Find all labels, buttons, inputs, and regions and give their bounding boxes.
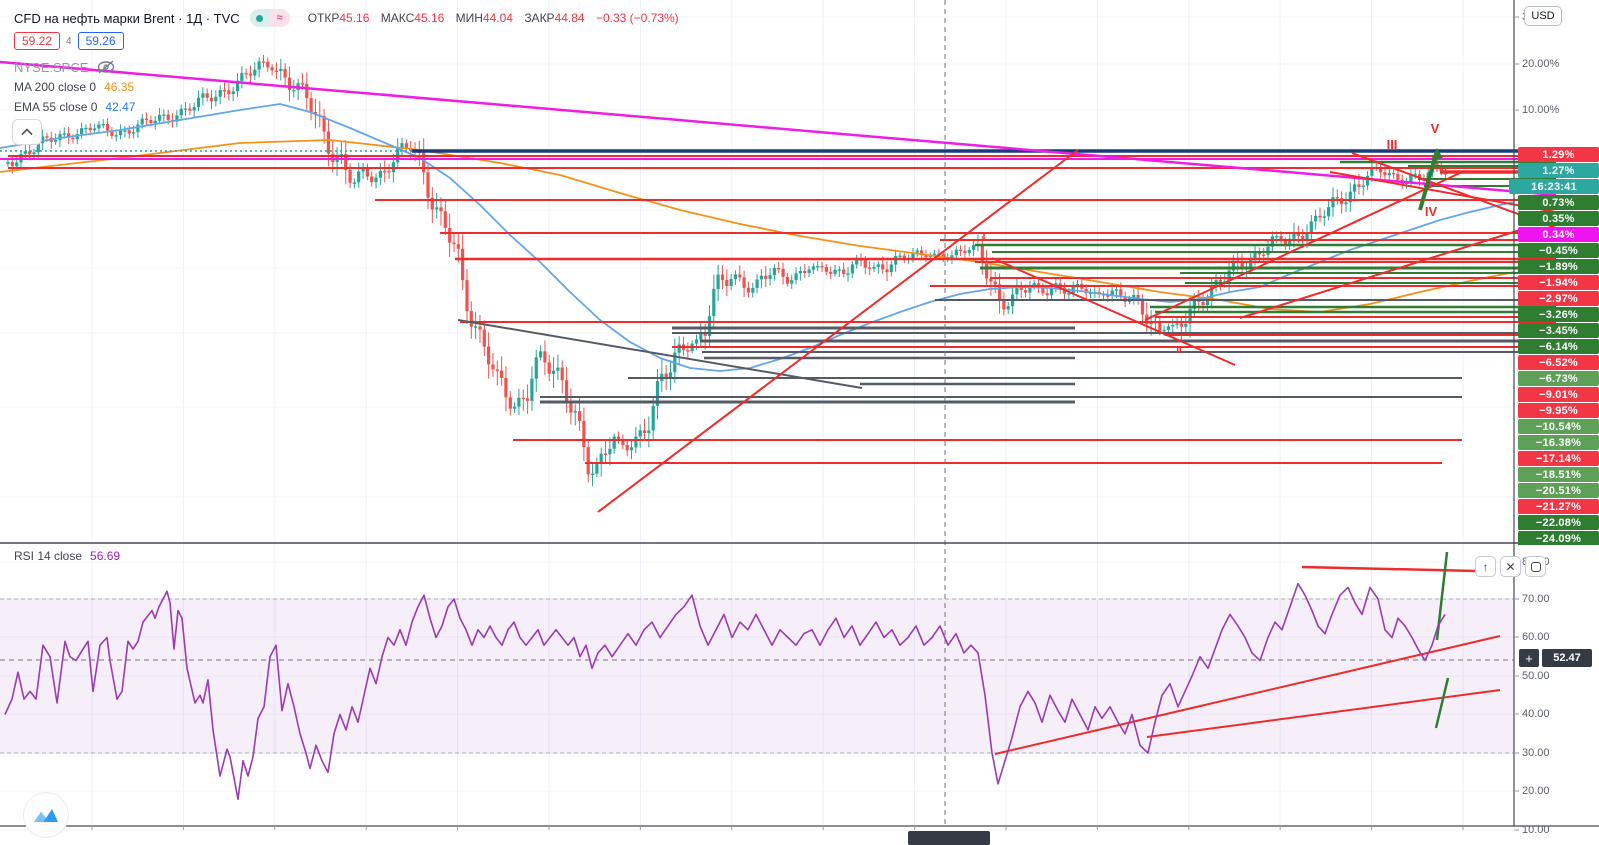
wave-label: I (983, 232, 986, 243)
study-row-ma[interactable]: MA 200 close 0 46.35 (14, 77, 679, 97)
price-level-badge: −9.01% (1518, 387, 1599, 402)
price-level-badge: −16.38% (1518, 435, 1599, 450)
wave-label: IV (1425, 204, 1438, 219)
axis-tick-label: 60.00 (1522, 631, 1550, 643)
rsi-label: RSI 14 close (14, 549, 83, 563)
quote-row: 59.22 4 59.26 (14, 31, 679, 51)
sell-button[interactable]: 59.22 (14, 32, 61, 50)
study-row-ema[interactable]: EMA 55 close 0 42.47 (14, 97, 679, 117)
wave-label: V (1431, 121, 1440, 136)
wave-label: III (1387, 137, 1398, 152)
price-level-badge: −3.45% (1518, 323, 1599, 338)
ohlc-values: ОТКР45.16 МАКС45.16 МИН44.04 ЗАКР44.84 −… (307, 11, 679, 25)
chevron-up-icon (21, 128, 33, 136)
market-status-icons: ≈ (249, 9, 290, 27)
spread-value: 4 (66, 35, 72, 47)
crosshair-price-badge: 52.47 (1542, 649, 1592, 667)
rsi-value: 56.69 (90, 549, 121, 563)
mountain-chart-icon (34, 809, 58, 822)
legend: CFD на нефть марки Brent · 1Д · TVC ≈ ОТ… (14, 8, 679, 117)
price-level-badge: −1.94% (1518, 275, 1599, 290)
price-level-badge-column: 1.29% 1.27% 16:23:41 0.73% 0.35% 0.34% −0.45% −… (1509, 147, 1599, 545)
axis-tick-label: 70.00 (1522, 593, 1550, 605)
market-open-dot-icon (256, 14, 264, 22)
delayed-data-icon: ≈ (269, 9, 290, 27)
symbol-row[interactable]: CFD на нефть марки Brent · 1Д · TVC ≈ ОТ… (14, 8, 679, 28)
crosshair-plus-icon[interactable]: + (1519, 649, 1539, 667)
tradingview-logo (24, 793, 68, 837)
crosshair-date-badge (908, 831, 990, 845)
close-icon: ✕ (1505, 559, 1516, 574)
price-level-badge: −3.26% (1518, 307, 1599, 322)
ma-label: MA 200 close 0 (14, 80, 97, 94)
currency-toggle-button[interactable]: USD (1524, 6, 1562, 26)
price-level-badge: 1.27% (1518, 163, 1599, 178)
axis-tick-label: 10.00 (1522, 824, 1550, 836)
maximize-icon (1530, 561, 1541, 572)
price-level-badge: −21.27% (1518, 499, 1599, 514)
buy-button[interactable]: 59.26 (77, 32, 124, 50)
ema-label: EMA 55 close 0 (14, 100, 98, 114)
price-level-badge: 0.35% (1518, 211, 1599, 226)
price-level-badge: 0.34% (1518, 227, 1599, 242)
study-row-rsi[interactable]: RSI 14 close 56.69 (14, 546, 120, 566)
price-level-badge: −22.08% (1518, 515, 1599, 530)
axis-tick-label: 20.00 (1522, 785, 1550, 797)
price-level-badge: −6.52% (1518, 355, 1599, 370)
up-arrow-icon: ↑ (1482, 559, 1489, 574)
price-level-badge: −9.95% (1518, 403, 1599, 418)
price-level-badge: −20.51% (1518, 483, 1599, 498)
symbol-title[interactable]: CFD на нефть марки Brent · 1Д · TVC (14, 10, 240, 26)
price-level-badge: −1.89% (1518, 259, 1599, 274)
ma-value: 46.35 (104, 80, 135, 94)
price-level-badge: −24.09% (1518, 531, 1599, 545)
study-row-spce[interactable]: NYSE:SPCE (14, 57, 679, 77)
axis-tick-label: 20.00% (1522, 58, 1560, 70)
change-value: −0.33 (−0.73%) (595, 11, 679, 25)
axis-tick-label: 30.00 (1522, 747, 1550, 759)
eye-hidden-icon[interactable] (96, 59, 116, 75)
price-level-badge: −6.73% (1518, 371, 1599, 386)
price-level-badge: −17.14% (1518, 451, 1599, 466)
price-level-badge: −0.45% (1518, 243, 1599, 258)
collapse-pane-button[interactable] (12, 119, 42, 145)
ema-value: 42.47 (105, 100, 136, 114)
price-level-badge: −10.54% (1518, 419, 1599, 434)
close-pane-button[interactable]: ✕ (1500, 556, 1521, 577)
axis-tick-label: 40.00 (1522, 708, 1550, 720)
hidden-symbol-label: NYSE:SPCE (14, 59, 89, 75)
price-level-badge: −18.51% (1518, 467, 1599, 482)
axis-tick-label: 50.00 (1522, 670, 1550, 682)
price-level-badge: −2.97% (1518, 291, 1599, 306)
price-level-badge: 1.29% (1518, 147, 1599, 162)
price-level-badge: 0.73% (1518, 195, 1599, 210)
price-level-badge: −6.14% (1518, 339, 1599, 354)
wave-label: II (1176, 345, 1182, 356)
axis-tick-label: 10.00% (1522, 104, 1560, 116)
countdown-badge: 16:23:41 (1509, 179, 1599, 194)
move-pane-up-button[interactable]: ↑ (1475, 556, 1496, 577)
maximize-pane-button[interactable] (1525, 556, 1546, 577)
